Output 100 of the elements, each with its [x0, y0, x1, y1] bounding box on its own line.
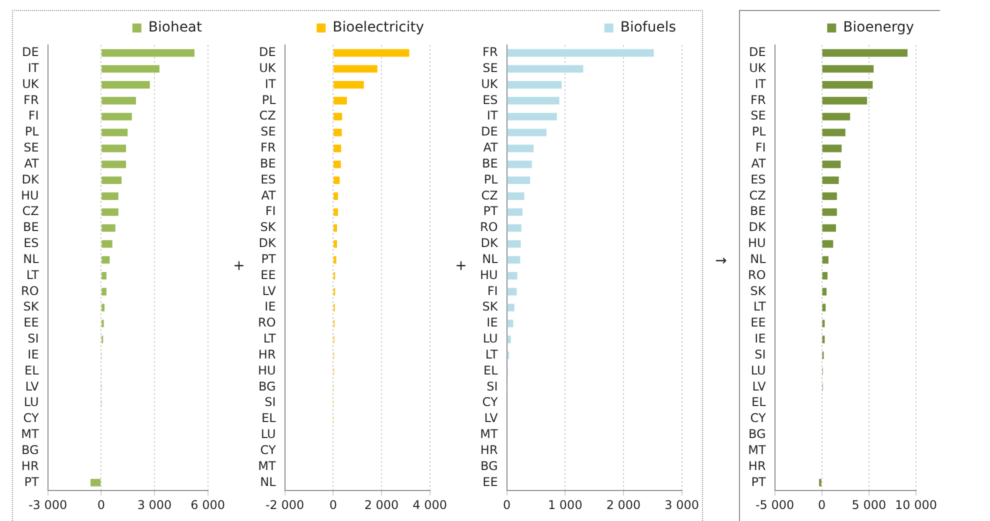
- y-tick-label: EE: [482, 474, 498, 489]
- y-tick-label: DK: [258, 236, 277, 250]
- y-tick-label: AT: [24, 156, 40, 170]
- y-tick-label: BG: [748, 427, 766, 442]
- bar: [822, 112, 850, 120]
- y-tick-label: CZ: [481, 188, 498, 202]
- y-tick-label: SE: [260, 124, 276, 139]
- text: →: [714, 252, 728, 270]
- legend-label: Biofuels: [620, 20, 676, 36]
- text: +: [454, 257, 468, 276]
- bar: [822, 192, 837, 200]
- y-tick-label: LT: [753, 300, 766, 314]
- bar: [507, 128, 546, 136]
- x-tick-label: 0: [502, 498, 511, 512]
- y-tick-label: BG: [480, 458, 498, 473]
- bar: [102, 96, 136, 104]
- legend-label: Bioenergy: [843, 20, 914, 36]
- y-tick-label: SE: [24, 140, 39, 155]
- x-tick-label: 5 000: [852, 498, 886, 512]
- y-tick-label: NL: [750, 252, 766, 266]
- bar: [507, 81, 562, 89]
- y-tick-label: SI: [28, 332, 39, 346]
- y-tick-label: LT: [26, 268, 40, 282]
- y-tick-label: SK: [23, 300, 40, 314]
- x-tick-label: -3 000: [28, 498, 68, 512]
- bar: [334, 65, 378, 73]
- bar: [507, 49, 654, 57]
- bar: [507, 224, 522, 232]
- bar: [822, 96, 868, 104]
- y-tick-label: BE: [260, 156, 276, 170]
- bar: [822, 320, 825, 328]
- bar: [102, 65, 160, 73]
- x-tick-label: -2 000: [265, 498, 304, 512]
- y-tick-label: EE: [750, 316, 766, 330]
- bar: [102, 128, 128, 136]
- y-tick-label: RO: [480, 220, 498, 234]
- y-tick-label: FR: [24, 92, 39, 107]
- y-tick-label: FI: [755, 140, 766, 155]
- y-tick-label: DE: [480, 124, 498, 139]
- y-tick-label: LV: [25, 379, 40, 394]
- y-tick-label: PL: [262, 92, 276, 107]
- y-tick-label: IT: [486, 108, 498, 123]
- bar: [822, 256, 828, 264]
- bar: [822, 49, 908, 57]
- x-tick-label: 3 000: [664, 498, 700, 512]
- bar: [822, 224, 836, 232]
- bar: [334, 128, 342, 136]
- y-tick-label: CY: [23, 411, 40, 426]
- bar: [334, 112, 342, 120]
- bar: [822, 208, 837, 216]
- y-tick-label: LU: [24, 395, 39, 410]
- y-tick-label: MT: [21, 427, 40, 442]
- y-tick-label: DE: [22, 45, 39, 60]
- y-tick-label: DE: [258, 45, 276, 60]
- y-tick-label: IT: [28, 60, 40, 75]
- bar: [507, 208, 523, 216]
- y-tick-label: LV: [484, 411, 499, 426]
- y-tick-label: PL: [752, 124, 766, 139]
- y-tick-label: HU: [480, 268, 498, 282]
- bar: [102, 208, 118, 216]
- bar: [822, 240, 834, 248]
- y-tick-label: EL: [262, 411, 276, 426]
- y-tick-label: NL: [482, 252, 498, 266]
- bar: [334, 192, 338, 200]
- y-tick-label: BE: [482, 156, 498, 170]
- bar: [507, 176, 530, 184]
- y-tick-label: CZ: [749, 188, 766, 202]
- bar: [102, 272, 106, 280]
- y-tick-label: ES: [24, 236, 39, 250]
- bar: [507, 288, 517, 296]
- bar: [102, 192, 118, 200]
- y-tick-label: IE: [264, 300, 276, 314]
- bar: [334, 160, 341, 168]
- y-tick-label: PT: [751, 474, 766, 489]
- y-tick-label: ES: [482, 92, 498, 107]
- y-tick-label: FR: [260, 140, 276, 155]
- text: +: [232, 257, 246, 276]
- y-tick-label: LT: [263, 332, 276, 346]
- y-tick-label: UK: [481, 76, 499, 91]
- y-tick-label: FI: [28, 108, 39, 123]
- bar: [822, 176, 839, 184]
- y-tick-label: EE: [24, 316, 39, 330]
- y-tick-label: HR: [480, 442, 498, 457]
- bar: [822, 144, 842, 152]
- y-tick-label: CY: [260, 442, 276, 457]
- bar: [507, 256, 520, 264]
- y-tick-label: DK: [480, 236, 499, 250]
- bar: [102, 224, 116, 232]
- bar: [102, 49, 194, 57]
- y-tick-label: RO: [21, 284, 39, 298]
- y-tick-label: UK: [259, 60, 277, 75]
- x-tick-label: 0: [329, 498, 337, 512]
- bar: [102, 81, 150, 89]
- y-tick-label: SE: [482, 60, 498, 75]
- y-tick-label: FR: [482, 45, 498, 60]
- y-tick-label: BE: [22, 220, 39, 234]
- bar: [102, 256, 110, 264]
- bar: [507, 192, 524, 200]
- y-tick-label: SK: [260, 220, 277, 234]
- legend-label: Bioelectricity: [332, 20, 424, 36]
